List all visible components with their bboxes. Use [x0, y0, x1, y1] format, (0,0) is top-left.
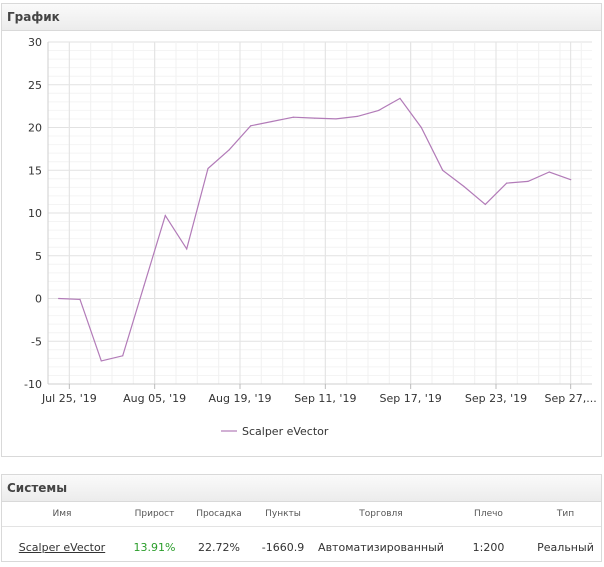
- column-header-type: Тип: [530, 502, 601, 527]
- system-name-link[interactable]: Scalper eVector: [19, 541, 105, 554]
- data-point: [143, 285, 144, 286]
- type-value: Реальный: [530, 527, 601, 567]
- x-tick-label: Sep 17, '19: [380, 392, 442, 405]
- y-tick-label: 5: [35, 250, 42, 263]
- x-tick-label: Sep 27,...: [545, 392, 597, 405]
- column-header-points: Пункты: [251, 502, 315, 527]
- data-point: [165, 215, 166, 216]
- chart-panel-title: График: [2, 4, 601, 31]
- data-point: [485, 204, 486, 205]
- data-point: [79, 299, 80, 300]
- column-header-drawdown: Просадка: [187, 502, 251, 527]
- data-point: [314, 117, 315, 118]
- data-point: [378, 110, 379, 111]
- data-point: [229, 149, 230, 150]
- data-point: [186, 248, 187, 249]
- y-tick-label: -5: [31, 335, 42, 348]
- data-point: [335, 118, 336, 119]
- data-point: [250, 125, 251, 126]
- systems-panel-title: Системы: [2, 475, 601, 502]
- systems-panel: Системы Имя Прирост Просадка Пункты Торг…: [1, 474, 602, 562]
- legend-label: Scalper eVector: [242, 425, 329, 438]
- y-tick-label: 10: [28, 207, 42, 220]
- data-point: [442, 170, 443, 171]
- data-point: [527, 181, 528, 182]
- growth-value: 13.91%: [122, 527, 187, 567]
- data-point: [549, 171, 550, 172]
- y-tick-label: 15: [28, 164, 42, 177]
- x-tick-label: Sep 11, '19: [294, 392, 356, 405]
- y-tick-label: 0: [35, 293, 42, 306]
- data-point: [271, 121, 272, 122]
- data-point: [421, 127, 422, 128]
- data-point: [570, 179, 571, 180]
- column-header-trading: Торговля: [315, 502, 447, 527]
- data-point: [506, 182, 507, 183]
- y-tick-label: 30: [28, 36, 42, 49]
- data-point: [293, 117, 294, 118]
- x-tick-label: Aug 19, '19: [209, 392, 272, 405]
- trading-value: Автоматизированный: [315, 527, 447, 567]
- data-point: [122, 355, 123, 356]
- y-tick-label: 20: [28, 122, 42, 135]
- systems-table: Имя Прирост Просадка Пункты Торговля Пле…: [2, 502, 601, 567]
- x-tick-label: Sep 23, '19: [465, 392, 527, 405]
- x-tick-label: Aug 05, '19: [123, 392, 186, 405]
- data-point: [101, 360, 102, 361]
- points-value: -1660.9: [251, 527, 315, 567]
- column-header-growth: Прирост: [122, 502, 187, 527]
- leverage-value: 1:200: [447, 527, 530, 567]
- data-point: [207, 168, 208, 169]
- table-row: Scalper eVector 13.91% 22.72% -1660.9 Ав…: [2, 527, 601, 567]
- column-header-name: Имя: [2, 502, 122, 527]
- y-tick-label: 25: [28, 79, 42, 92]
- systems-table-header: Имя Прирост Просадка Пункты Торговля Пле…: [2, 502, 601, 527]
- x-tick-label: Jul 25, '19: [41, 392, 97, 405]
- column-header-leverage: Плечо: [447, 502, 530, 527]
- y-tick-label: -10: [24, 378, 42, 391]
- data-point: [58, 298, 59, 299]
- drawdown-value: 22.72%: [187, 527, 251, 567]
- data-point: [399, 98, 400, 99]
- system-name-cell: Scalper eVector: [2, 527, 122, 567]
- data-point: [463, 186, 464, 187]
- data-point: [357, 116, 358, 117]
